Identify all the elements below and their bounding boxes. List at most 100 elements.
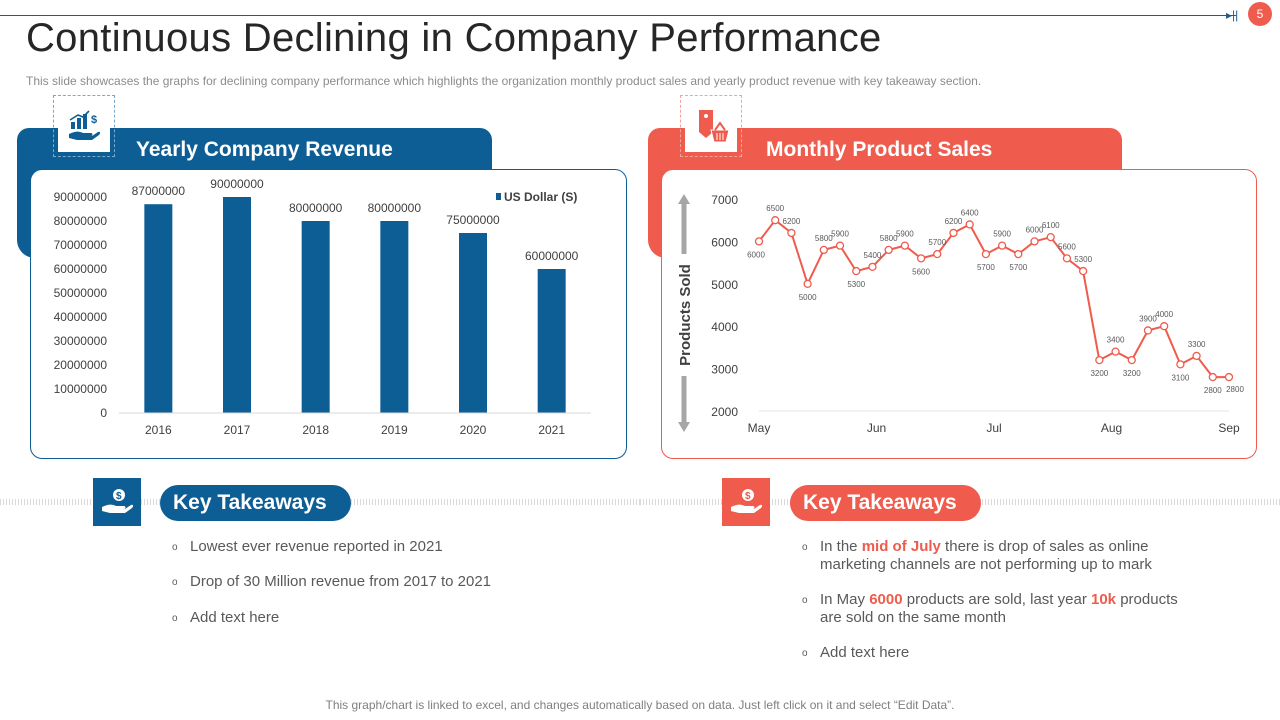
- data-label: 87000000: [132, 184, 186, 198]
- sales-point: [1030, 237, 1039, 246]
- data-label: 5000: [799, 293, 817, 302]
- revenue-bar: [223, 197, 251, 413]
- y-tick-label: 3000: [711, 363, 738, 377]
- page-number-badge: 5: [1248, 2, 1272, 26]
- list-item: o Lowest ever revenue reported in 2021: [172, 538, 443, 555]
- data-label: 80000000: [368, 201, 422, 215]
- sales-point: [1078, 266, 1088, 276]
- hand-dollar-icon: $: [93, 478, 141, 526]
- y-tick-label: 2000: [711, 405, 738, 419]
- revenue-icon-frame: [53, 95, 115, 157]
- list-item: o In May 6000 products are sold, last yea…: [802, 591, 1178, 626]
- data-label: 5700: [1009, 263, 1027, 272]
- sales-point: [1127, 355, 1136, 365]
- sales-point: [1208, 372, 1217, 382]
- data-label: 5900: [831, 230, 849, 239]
- sales-point: [1224, 372, 1234, 382]
- svg-text:$: $: [91, 114, 97, 126]
- y-tick-label: 80000000: [54, 214, 108, 228]
- revenue-bar: [459, 233, 487, 413]
- sales-point: [981, 249, 991, 259]
- sales-point: [852, 266, 861, 276]
- price-tag-basket-icon: [685, 100, 737, 152]
- data-label: 80000000: [289, 201, 343, 215]
- data-label: 3200: [1090, 369, 1108, 378]
- key-takeaways-right-title: Key Takeaways: [790, 485, 981, 521]
- legend-label: US Dollar (S): [504, 190, 577, 204]
- sales-point: [1160, 322, 1169, 331]
- x-tick-label: 2020: [460, 423, 487, 437]
- x-tick-label: Jun: [867, 421, 886, 435]
- data-label: 5400: [864, 251, 882, 260]
- x-tick-label: Aug: [1101, 421, 1122, 435]
- sales-point: [1111, 347, 1120, 356]
- y-tick-label: 6000: [711, 235, 738, 249]
- sales-point: [884, 245, 893, 255]
- y-tick-label: 50000000: [54, 286, 108, 300]
- data-label: 5800: [815, 234, 833, 243]
- chart-hand-dollar-icon: $: [58, 100, 110, 152]
- x-tick-label: Jul: [986, 421, 1001, 435]
- sales-y-axis-title: Products Sold: [677, 264, 694, 366]
- data-label: 75000000: [446, 213, 500, 227]
- svg-text:$: $: [745, 491, 751, 502]
- sales-point: [1192, 351, 1201, 361]
- data-label: 3400: [1107, 336, 1125, 345]
- data-label: 6100: [1042, 221, 1060, 230]
- data-label: 6400: [961, 208, 979, 217]
- list-item: o Add text here: [802, 644, 910, 661]
- data-label: 5300: [847, 280, 865, 289]
- y-tick-label: 90000000: [54, 190, 108, 204]
- revenue-bar: [380, 221, 409, 413]
- data-label: 5900: [896, 230, 914, 239]
- revenue-bar: [144, 204, 173, 413]
- top-divider-line: [0, 15, 1236, 16]
- sales-icon-frame: [680, 95, 742, 157]
- data-label: 60000000: [525, 249, 579, 263]
- data-label: 2800: [1226, 385, 1244, 394]
- data-label: 5600: [1058, 242, 1076, 251]
- y-tick-label: 5000: [711, 278, 738, 292]
- footer-note: This graph/chart is linked to excel, and…: [325, 698, 955, 712]
- data-label: 6200: [783, 217, 801, 226]
- list-item: o In the mid of July there is drop of sal…: [802, 538, 1152, 573]
- sales-point: [900, 241, 910, 250]
- ylabel-arrowhead-down: [678, 422, 690, 432]
- data-label: 4000: [1155, 310, 1173, 319]
- data-label: 3100: [1171, 373, 1189, 382]
- data-label: 2800: [1204, 386, 1222, 395]
- sales-point: [1046, 233, 1055, 242]
- sales-point: [868, 262, 877, 271]
- data-label: 6500: [766, 204, 784, 213]
- svg-text:$: $: [116, 491, 122, 502]
- page-subtitle: This slide showcases the graphs for decl…: [26, 74, 982, 88]
- sales-point: [1095, 355, 1104, 365]
- y-tick-label: 70000000: [54, 238, 108, 252]
- data-label: 6200: [945, 217, 963, 226]
- sales-point: [949, 228, 958, 238]
- y-tick-label: 20000000: [54, 358, 108, 372]
- list-item: o Add text here: [172, 609, 280, 626]
- sales-point: [787, 228, 796, 238]
- sales-point: [754, 237, 764, 246]
- x-tick-label: May: [748, 421, 771, 435]
- slide-nav-icon[interactable]: ▸||: [1226, 8, 1239, 22]
- y-tick-label: 60000000: [54, 262, 108, 276]
- page-title: Continuous Declining in Company Performa…: [26, 16, 882, 60]
- sales-point: [1062, 254, 1072, 263]
- sales-section-title: Monthly Product Sales: [766, 138, 993, 161]
- data-label: 90000000: [210, 177, 264, 191]
- data-label: 5300: [1074, 255, 1092, 264]
- data-label: 3300: [1188, 340, 1206, 349]
- sales-point: [933, 249, 942, 259]
- x-tick-label: 2021: [538, 423, 565, 437]
- sales-series-line: [758, 218, 1229, 379]
- x-tick-label: 2016: [145, 423, 172, 437]
- y-tick-label: 7000: [711, 193, 738, 207]
- sales-point: [803, 279, 812, 288]
- legend-swatch: [496, 193, 501, 200]
- x-tick-label: Sep: [1218, 421, 1240, 435]
- y-tick-label: 4000: [711, 320, 738, 334]
- data-label: 3200: [1123, 369, 1141, 378]
- revenue-bar: [537, 269, 566, 413]
